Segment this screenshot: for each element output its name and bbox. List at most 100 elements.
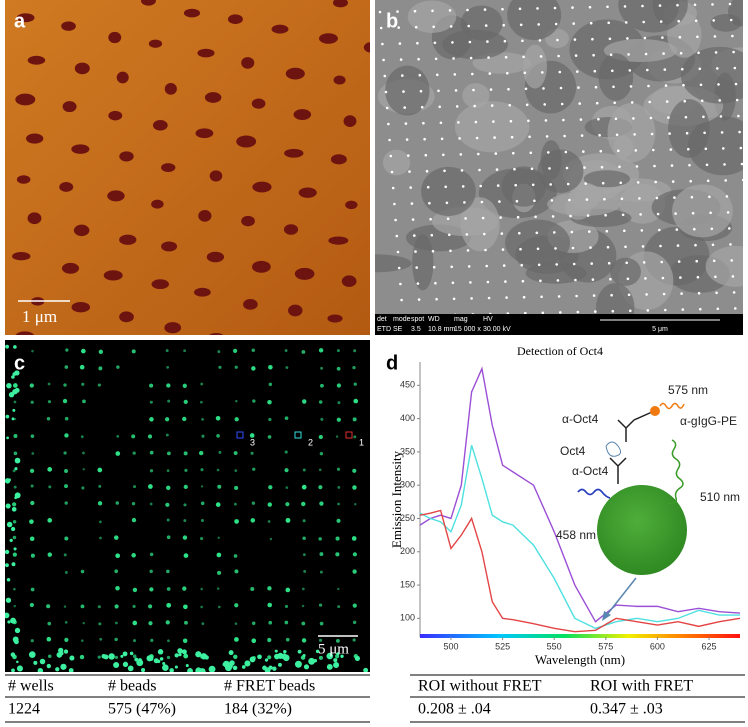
bead-spot	[320, 417, 324, 421]
table-cell: 1224	[8, 701, 40, 718]
sem-dot	[714, 275, 717, 279]
sem-dot	[572, 262, 576, 266]
sem-dot	[410, 202, 414, 205]
bead-spot	[352, 552, 357, 557]
afm-pit	[183, 8, 201, 18]
bead-spot	[303, 569, 307, 573]
sem-dot	[675, 228, 679, 231]
sem-dot	[501, 7, 504, 11]
bead-spot	[55, 667, 60, 672]
sem-dot	[540, 295, 543, 299]
bead-spot	[278, 662, 282, 667]
bead-spot	[82, 468, 85, 471]
sem-dot	[734, 307, 737, 310]
bead-spot	[166, 569, 170, 574]
bead-spot	[183, 399, 188, 405]
sem-dot	[460, 169, 464, 172]
sem-patch	[710, 14, 742, 32]
sem-dot	[618, 165, 621, 169]
sem-dot	[696, 35, 699, 39]
sem-dot	[522, 55, 525, 59]
bead-spot	[30, 400, 34, 404]
sem-dot	[665, 100, 669, 103]
sem-dot	[674, 212, 677, 215]
sem-dot	[731, 34, 734, 38]
sem-dot	[484, 24, 488, 27]
y-tick-label: 450	[400, 380, 415, 390]
bead-spot	[114, 569, 119, 574]
x-tick-label: 625	[702, 641, 717, 651]
sem-dot	[646, 309, 650, 312]
bead-spot	[181, 649, 187, 655]
sem-dot	[591, 278, 595, 281]
bead-spot	[97, 605, 101, 609]
bead-spot	[82, 399, 86, 404]
bead-spot	[132, 587, 138, 593]
bead-spot	[165, 349, 169, 353]
sem-dot	[560, 102, 564, 106]
bead-spot	[97, 655, 101, 659]
sem-patch	[407, 0, 457, 33]
afm-pit	[27, 55, 46, 65]
sem-dot	[415, 266, 419, 269]
sem-dot	[574, 54, 578, 57]
sem-dot	[531, 183, 535, 187]
bead-spot	[12, 636, 19, 643]
sem-dot	[424, 153, 428, 157]
sem-dot	[598, 133, 601, 137]
sem-dot	[507, 87, 510, 91]
bead-spot	[60, 663, 67, 670]
sem-dot	[712, 19, 715, 22]
bead-spot	[97, 383, 101, 387]
bead-spot	[352, 468, 357, 473]
sem-dot	[521, 279, 525, 283]
sem-patch	[421, 166, 476, 216]
bead-spot	[301, 501, 306, 507]
bead-spot	[165, 502, 170, 507]
sem-patch	[525, 262, 587, 284]
table-header: ROI without FRET	[418, 678, 542, 695]
sem-dot	[381, 42, 384, 46]
afm-pit	[140, 0, 156, 6]
bead-spot	[149, 383, 154, 388]
sem-dot	[712, 259, 716, 263]
bead-spot	[337, 587, 340, 591]
sem-dot	[400, 298, 403, 302]
afm-pit	[62, 101, 77, 113]
bead-spot	[285, 502, 290, 507]
bead-spot	[10, 652, 16, 657]
bead-spot	[133, 485, 137, 489]
afm-pit	[61, 21, 76, 31]
bead-spot	[283, 654, 290, 662]
panel-label: b	[386, 10, 398, 32]
sem-dot	[691, 211, 695, 215]
bead-spot	[301, 350, 306, 354]
bead-spot	[251, 348, 255, 352]
bead-spot	[5, 414, 10, 419]
afm-pit	[194, 287, 211, 297]
sem-dot	[568, 198, 571, 202]
bead-spot	[183, 553, 189, 558]
bead-spot	[114, 535, 119, 540]
bead-spot	[10, 526, 16, 532]
bead-spot	[319, 570, 323, 574]
afm-pit	[241, 57, 255, 69]
sem-dot	[700, 99, 704, 103]
sem-dot	[679, 276, 682, 279]
sem-dot	[680, 292, 683, 295]
afm-image	[5, 0, 370, 335]
bead-spot	[14, 457, 21, 464]
sem-dot	[627, 53, 630, 56]
sem-dot	[646, 68, 649, 72]
sem-dot	[695, 259, 698, 263]
bead-spot	[267, 520, 271, 523]
sem-dot	[557, 295, 561, 298]
sem-dot	[703, 131, 706, 135]
bead-spot	[244, 660, 251, 667]
bead-spot	[285, 637, 290, 642]
bead-spot	[234, 417, 239, 422]
sem-dot	[395, 234, 399, 238]
afm-pit	[164, 83, 177, 95]
bead-spot	[99, 637, 103, 641]
